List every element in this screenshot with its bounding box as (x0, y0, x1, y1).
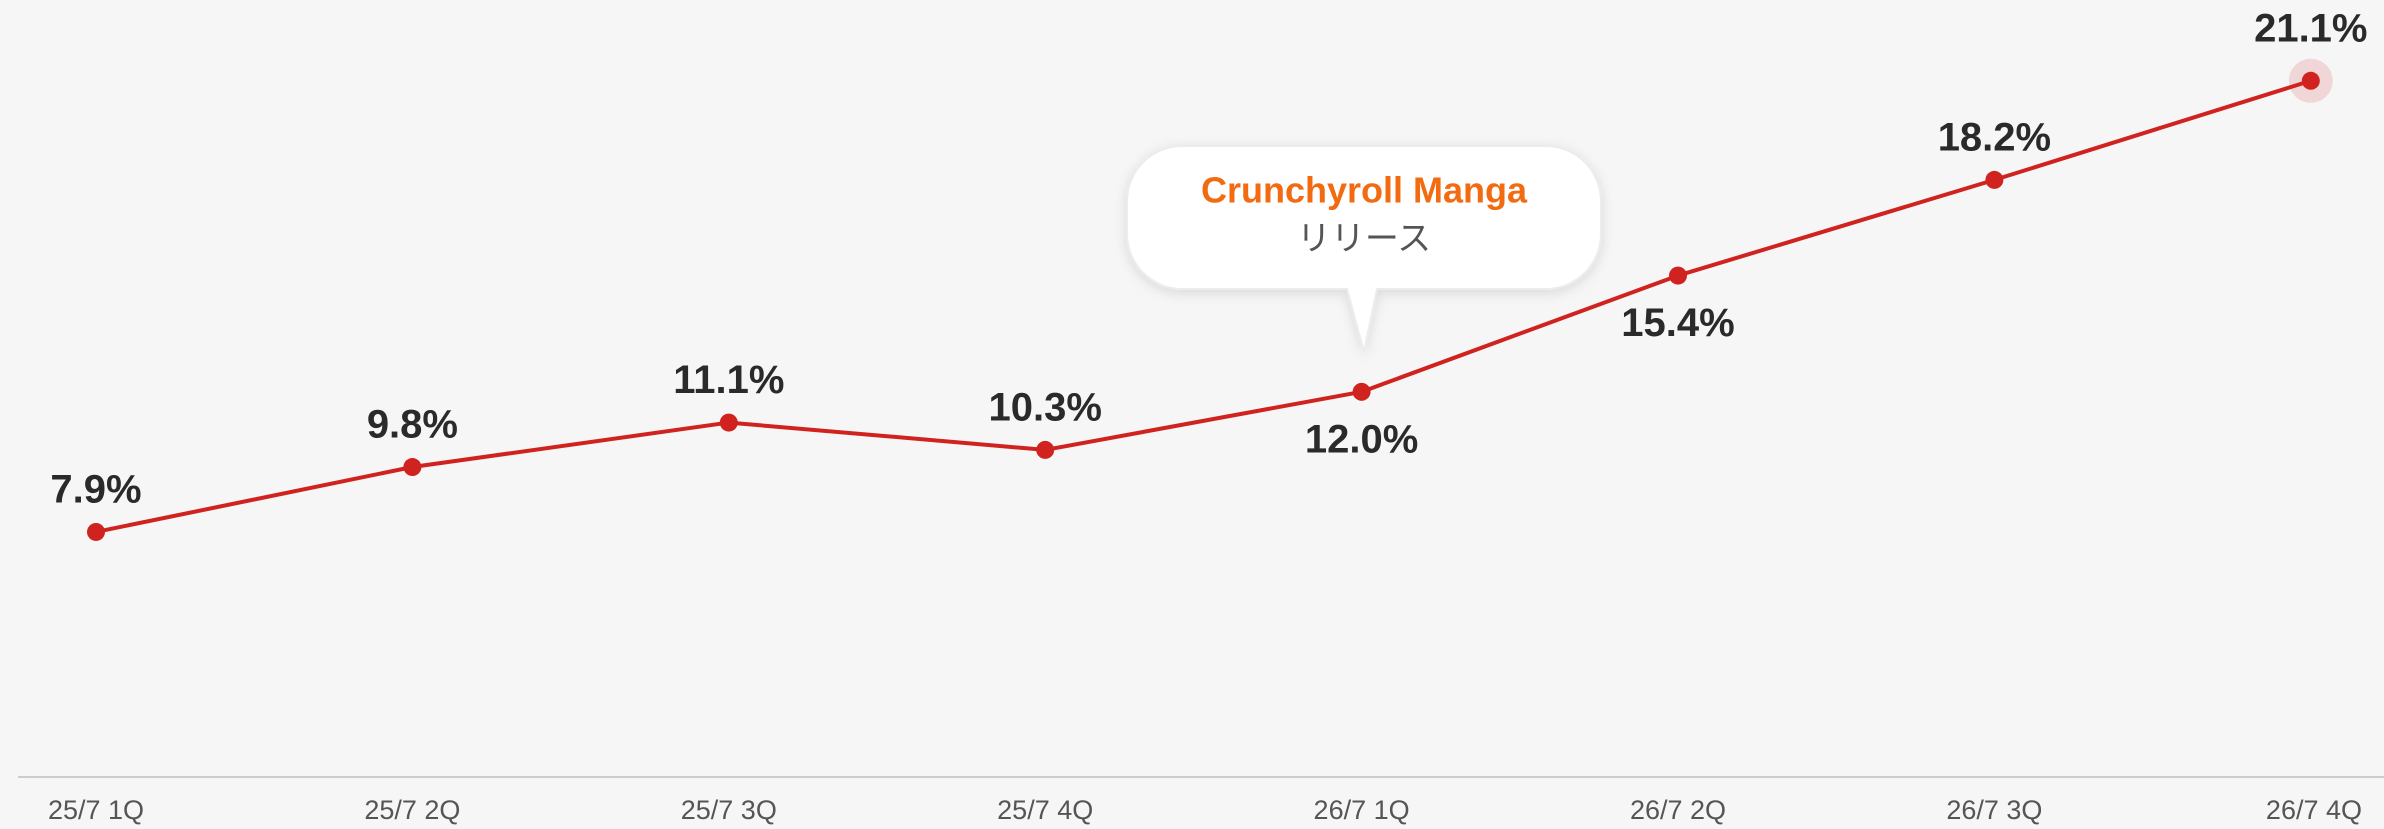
value-label: 7.9% (50, 468, 141, 512)
series-line (95, 78, 2312, 534)
point (403, 458, 422, 477)
point (1669, 266, 1687, 285)
x-tick-label: 26/7 4Q (2266, 795, 2362, 825)
point (1036, 440, 1055, 459)
callout-bubble (1126, 145, 1602, 353)
value-label: 15.4% (1621, 301, 1734, 345)
x-tick-label: 26/7 2Q (1630, 795, 1726, 825)
annotation-text: リリース (1297, 220, 1431, 258)
point (1352, 382, 1371, 401)
x-tick-label: 25/7 3Q (681, 795, 777, 825)
value-label: 18.2% (1938, 115, 2051, 159)
point (87, 522, 105, 541)
annotation-title: Crunchyroll Manga (1201, 170, 1528, 211)
point (2301, 71, 2320, 90)
value-label: 11.1% (673, 358, 784, 402)
x-tick-label: 25/7 2Q (364, 795, 460, 825)
x-tick-label: 25/7 4Q (997, 795, 1093, 825)
point (1985, 170, 2004, 189)
point (719, 413, 738, 432)
value-label: 9.8% (367, 403, 458, 447)
value-label: 21.1% (2254, 6, 2367, 50)
x-tick-label: 26/7 1Q (1314, 795, 1410, 825)
x-tick-label: 25/7 1Q (48, 795, 144, 825)
x-tick-label: 26/7 3Q (1946, 795, 2042, 825)
plot: 7.9% 25/7 1Q 9.8% 25/7 2Q 11.1% 25/7 3Q 10.3% 2… (48, 6, 2368, 825)
annotation (1126, 145, 1602, 353)
value-label: 12.0% (1305, 417, 1418, 461)
value-label: 10.3% (988, 385, 1101, 429)
